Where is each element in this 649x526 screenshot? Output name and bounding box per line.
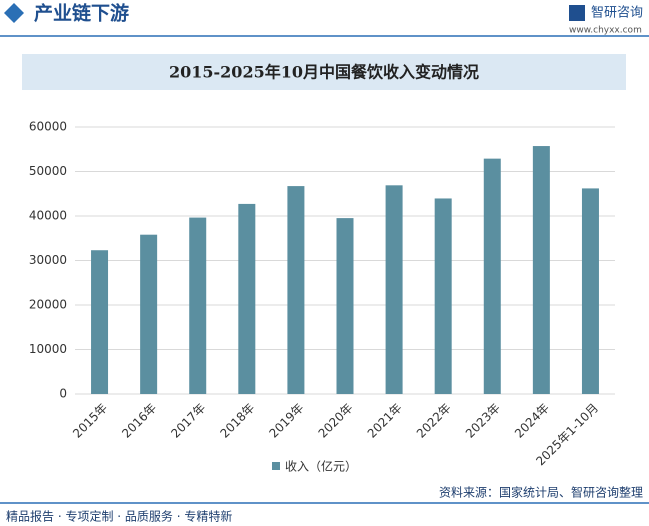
bar [581,188,599,394]
brand: 智研咨询 [591,6,643,21]
footer-source: 资料来源：国家统计局、智研咨询整理 [439,485,643,500]
y-tick-label: 30000 [29,253,67,267]
bar [189,217,207,394]
bar [238,203,256,394]
logo-icon [569,5,585,21]
url: www.chyxx.com [569,26,642,36]
footer-left: 精品报告 · 专项定制 · 品质服务 · 专精特新 [6,509,232,524]
bar [483,158,501,394]
header-icon [4,3,24,23]
title-box [22,54,626,90]
y-tick-label: 50000 [29,164,67,178]
bar [532,146,550,394]
bar [140,234,158,394]
bar [287,186,305,394]
legend-swatch [272,462,280,470]
y-tick-label: 20000 [29,298,67,312]
bar [336,218,354,394]
y-tick-label: 60000 [29,120,67,134]
y-tick-label: 10000 [29,342,67,356]
chart-title: 2015-2025年10月中国餐饮收入变动情况 [169,63,479,82]
y-tick-label: 0 [59,387,67,401]
header-title: 产业链下游 [34,2,129,25]
y-tick-label: 40000 [29,209,67,223]
bar [91,250,109,394]
bar [385,185,403,394]
bar [434,198,452,394]
legend-label: 收入（亿元） [285,459,357,474]
